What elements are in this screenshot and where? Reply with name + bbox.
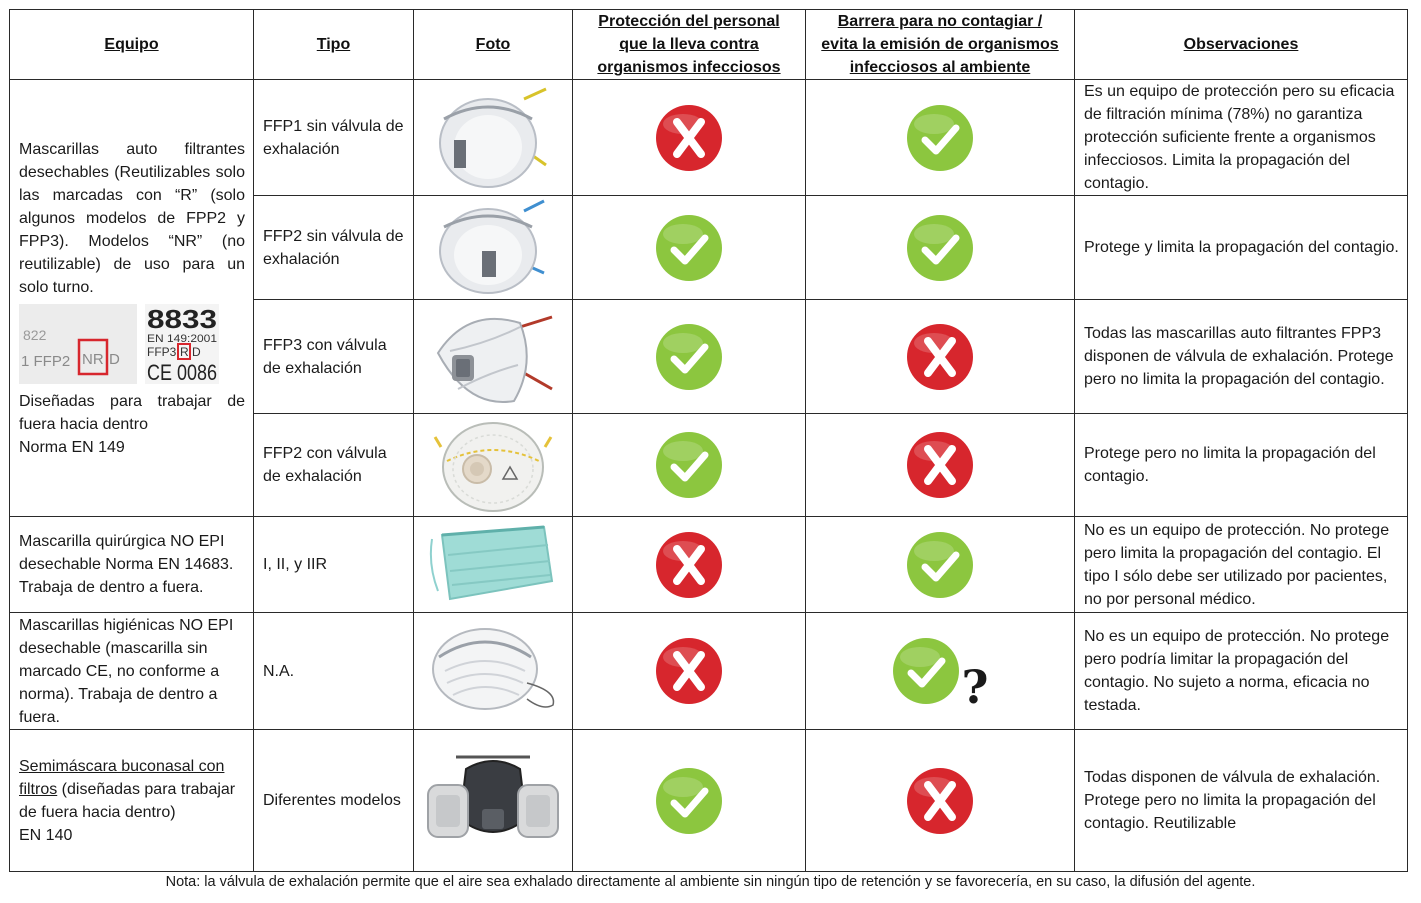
cross-icon [906,323,974,391]
barrera-cell [805,516,1075,613]
check-icon [655,323,723,391]
barrera-cell [805,299,1075,414]
label-text: R [180,345,189,359]
proteccion-cell [572,79,806,196]
marking-labels: 822 1 FFP2 NR D 8833 EN 149:2001 FFP3 [19,303,245,384]
cross-icon [906,431,974,499]
check-icon [655,767,723,835]
table-row: FFP3 con válvula de exhalación Todas las… [10,299,1408,414]
tipo-cell: Diferentes modelos [253,729,414,872]
photo-ffp2-valve [413,413,573,517]
table-row: Mascarillas auto filtrantes desechables … [9,79,1408,517]
ffp2-valve-mask-photo [433,422,553,512]
question-mark: ? [961,660,989,714]
respirator-photo [427,755,559,838]
header-barrera: Barrera para no contagiar / evita la emi… [805,9,1075,80]
footnote: Nota: la válvula de exhalación permite q… [165,874,1256,890]
photo-ffp1 [413,79,573,196]
proteccion-cell [572,195,806,300]
equipo-cell-quirurgica: Mascarilla quirúrgica NO EPI desechable … [9,516,254,613]
header-tipo: Tipo [253,9,414,80]
ffp1-mask-photo [439,87,547,188]
table-row: Mascarilla quirúrgica NO EPI desechable … [9,516,1408,613]
tipo-cell: N.A. [253,612,414,730]
observaciones-cell: No es un equipo de protección. No proteg… [1074,612,1408,730]
observaciones-cell: Protege pero no limita la propagación de… [1074,413,1408,517]
tipo-cell: FFP3 con válvula de exhalación [253,299,414,414]
proteccion-cell [572,413,806,517]
surgical-mask-photo [429,525,554,600]
header-foto: Foto [413,9,573,80]
check-icon [892,637,960,705]
hygienic-mask-photo [432,628,555,710]
header-row: Equipo Tipo Foto Protección del personal… [9,9,1408,80]
mask-comparison-table: Equipo Tipo Foto Protección del personal… [9,9,1408,872]
tipo-cell: I, II, y IIR [253,516,414,613]
observaciones-cell: Todas las mascarillas auto filtrantes FP… [1074,299,1408,414]
label-text: EN 149:2001 [147,333,217,345]
equipo-design: Diseñadas para trabajar de fuera hacia d… [19,392,245,433]
cross-icon [655,104,723,172]
photo-respirator [413,729,573,872]
table-row: FFP2 con válvula de exhalación Protege p… [10,413,1408,517]
label-text: 822 [23,327,47,343]
label-text: D [109,351,120,368]
photo-ffp2 [413,195,573,300]
check-icon [655,214,723,282]
barrera-cell [805,413,1075,517]
label-text: 1 FFP2 [21,353,70,370]
observaciones-cell: Todas disponen de válvula de exhalación.… [1074,729,1408,872]
label-text: NR [82,351,104,368]
check-icon [906,104,974,172]
photo-surgical [413,516,573,613]
barrera-cell [805,195,1075,300]
proteccion-cell [572,729,806,872]
equipo-norma: EN 140 [19,826,73,844]
tipo-cell: FFP1 sin válvula de exhalación [253,79,414,196]
proteccion-cell [572,516,806,613]
barrera-cell [805,729,1075,872]
cross-icon [655,531,723,599]
ffp3-mask-photo [436,315,553,403]
observaciones-cell: Es un equipo de protección pero su efica… [1074,79,1408,196]
r-label-photo: 8833 EN 149:2001 FFP3 R D CE 0086 [145,303,219,384]
equipo-norma: Norma EN 149 [19,438,125,456]
header-observaciones: Observaciones [1074,9,1408,80]
equipo-cell-higienicas: Mascarillas higiénicas NO EPI desechable… [9,612,254,730]
label-text: CE 0086 [147,360,217,384]
equipo-description: Mascarillas auto filtrantes desechables … [19,140,245,296]
observaciones-cell: No es un equipo de protección. No proteg… [1074,516,1408,613]
equipo-underlined: Semimáscara buconasal con filtros [19,757,225,798]
check-icon [906,531,974,599]
check-icon [906,214,974,282]
nr-label-photo: 822 1 FFP2 NR D [19,303,137,384]
proteccion-cell [572,299,806,414]
check-icon [655,431,723,499]
label-text: FFP3 [147,345,177,359]
photo-hygienic [413,612,573,730]
header-equipo: Equipo [9,9,254,80]
table-row: FFP2 sin válvula de exhalación Protege y… [10,195,1408,300]
equipo-cell-autofiltrantes: Mascarillas auto filtrantes desechables … [9,79,254,517]
tipo-cell: FFP2 sin válvula de exhalación [253,195,414,300]
barrera-cell [805,79,1075,196]
table-row: Mascarillas higiénicas NO EPI desechable… [9,612,1408,730]
label-text: 8833 [147,304,217,334]
equipo-cell-semimascara: Semimáscara buconasal con filtros (diseñ… [9,729,254,872]
cross-icon [655,637,723,705]
photo-ffp3 [413,299,573,414]
equipo-rest: (diseñadas para trabajar de fuera hacia … [19,780,236,821]
ffp2-mask-photo [439,199,545,294]
barrera-cell: ? [805,612,1075,730]
table-row: Semimáscara buconasal con filtros (diseñ… [9,729,1408,872]
cross-icon [906,767,974,835]
header-proteccion: Protección del personal que la lleva con… [572,9,806,80]
tipo-cell: FFP2 con válvula de exhalación [253,413,414,517]
proteccion-cell [572,612,806,730]
observaciones-cell: Protege y limita la propagación del cont… [1074,195,1408,300]
label-text: D [192,345,201,359]
